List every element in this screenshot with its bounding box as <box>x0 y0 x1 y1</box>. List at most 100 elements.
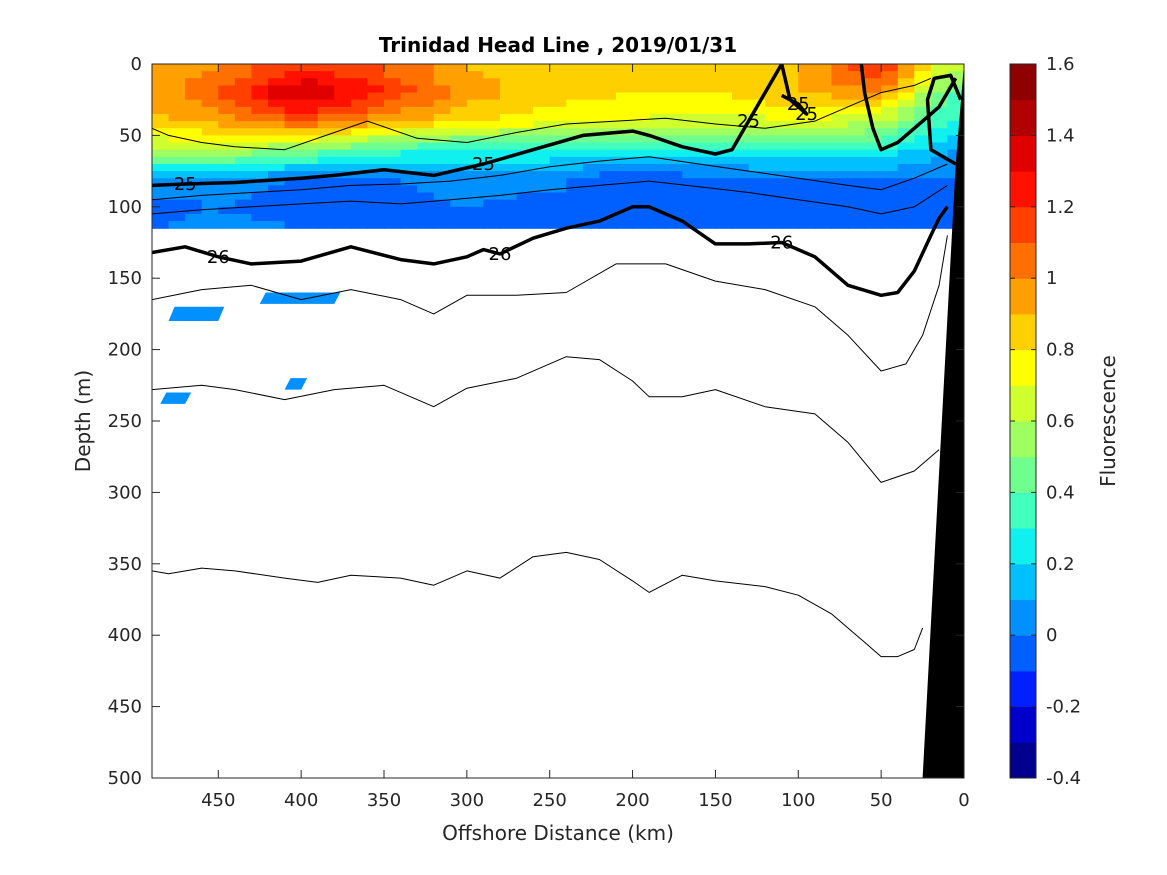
fluorescence-cell <box>500 135 518 144</box>
fluorescence-cell <box>632 135 650 144</box>
fluorescence-cell <box>864 213 882 222</box>
fluorescence-cell <box>566 192 584 201</box>
fluorescence-cell <box>814 92 833 101</box>
fluorescence-cell <box>384 142 402 151</box>
x-tick-label: 250 <box>533 790 567 811</box>
fluorescence-cell <box>367 171 385 179</box>
fluorescence-cell <box>384 71 402 79</box>
fluorescence-cell <box>234 149 253 158</box>
fluorescence-cell <box>698 192 717 201</box>
colorbar-tick-label: -0.4 <box>1046 768 1081 789</box>
fluorescence-cell <box>864 199 882 208</box>
fluorescence-cell <box>864 106 882 115</box>
fluorescence-cell <box>831 121 849 129</box>
fluorescence-cell <box>185 128 203 136</box>
fluorescence-cell <box>549 106 567 115</box>
fluorescence-cell <box>483 78 501 87</box>
fluorescence-cell <box>748 185 766 194</box>
fluorescence-cell <box>765 142 783 151</box>
fluorescence-cell <box>831 92 849 101</box>
fluorescence-cell <box>218 113 236 122</box>
x-tick-label: 300 <box>450 790 484 811</box>
fluorescence-cell <box>367 99 385 108</box>
fluorescence-cell <box>649 64 667 72</box>
fluorescence-cell <box>599 149 617 158</box>
fluorescence-cell <box>566 99 584 108</box>
fluorescence-cell <box>417 71 435 79</box>
fluorescence-cell <box>864 221 882 229</box>
fluorescence-cell <box>400 221 418 229</box>
fluorescence-cell <box>599 64 617 72</box>
colorbar-tick-label: 0 <box>1046 625 1057 646</box>
fluorescence-cell <box>897 121 915 129</box>
fluorescence-cell <box>715 142 733 151</box>
y-tick-label: 250 <box>108 411 142 432</box>
fluorescence-cell <box>433 142 451 151</box>
fluorescence-cell <box>201 78 219 87</box>
density-contour-bold <box>925 73 963 166</box>
fluorescence-cell <box>732 64 750 72</box>
fluorescence-cell <box>500 171 518 179</box>
fluorescence-cell <box>466 156 485 165</box>
y-tick-label: 0 <box>131 54 142 75</box>
fluorescence-cell <box>317 178 335 186</box>
fluorescence-cell <box>864 64 882 72</box>
x-tick-label: 100 <box>781 790 815 811</box>
contour-label: 25 <box>737 111 760 132</box>
fluorescence-cell <box>251 142 269 151</box>
fluorescence-cell <box>234 113 253 122</box>
fluorescence-cell <box>268 113 286 122</box>
fluorescence-cell <box>483 171 501 179</box>
fluorescence-cell <box>433 128 451 136</box>
fluorescence-cell <box>947 156 964 165</box>
fluorescence-cell <box>582 156 601 165</box>
fluorescence-cell <box>234 206 253 215</box>
fluorescence-cell <box>268 199 286 208</box>
fluorescence-cell <box>483 71 501 79</box>
fluorescence-cell <box>433 113 451 122</box>
fluorescence-cell <box>350 128 369 136</box>
fluorescence-cell <box>698 178 717 186</box>
fluorescence-cell <box>765 106 783 115</box>
fluorescence-cell <box>466 121 485 129</box>
fluorescence-cell <box>549 142 567 151</box>
fluorescence-cell <box>549 178 567 186</box>
fluorescence-cell <box>152 135 170 144</box>
fluorescence-cell <box>400 121 418 129</box>
fluorescence-cell <box>599 192 617 201</box>
fluorescence-cell <box>168 92 186 101</box>
fluorescence-cell <box>201 171 219 179</box>
fluorescence-cell <box>483 128 501 136</box>
fluorescence-cell <box>897 206 915 215</box>
fluorescence-cell <box>665 192 683 201</box>
fluorescence-cell <box>466 192 485 201</box>
fluorescence-cell <box>814 185 833 194</box>
fluorescence-cell <box>549 221 567 229</box>
fluorescence-cell <box>732 171 750 179</box>
fluorescence-cell <box>582 71 601 79</box>
fluorescence-cell <box>450 92 468 101</box>
fluorescence-cell <box>582 206 601 215</box>
fluorescence-cell <box>582 135 601 144</box>
fluorescence-cell <box>831 78 849 87</box>
fluorescence-cell <box>848 171 866 179</box>
fluorescence-cell <box>268 121 286 129</box>
fluorescence-cell <box>400 92 418 101</box>
fluorescence-cell <box>301 71 319 79</box>
fluorescence-cell <box>947 92 964 101</box>
fluorescence-cell <box>732 178 750 186</box>
fluorescence-cell <box>781 78 799 87</box>
fluorescence-cell <box>284 128 302 136</box>
fluorescence-cell <box>616 106 634 115</box>
density-contour <box>152 551 924 658</box>
fluorescence-cell <box>930 185 949 194</box>
fluorescence-cell <box>665 199 683 208</box>
fluorescence-cell <box>218 71 236 79</box>
fluorescence-cell <box>781 192 799 201</box>
fluorescence-cell <box>251 85 269 94</box>
fluorescence-cell <box>268 64 286 72</box>
fluorescence-cell <box>516 156 534 165</box>
y-tick-label: 200 <box>108 340 142 361</box>
fluorescence-cell <box>201 149 219 158</box>
fluorescence-cell <box>185 213 203 222</box>
